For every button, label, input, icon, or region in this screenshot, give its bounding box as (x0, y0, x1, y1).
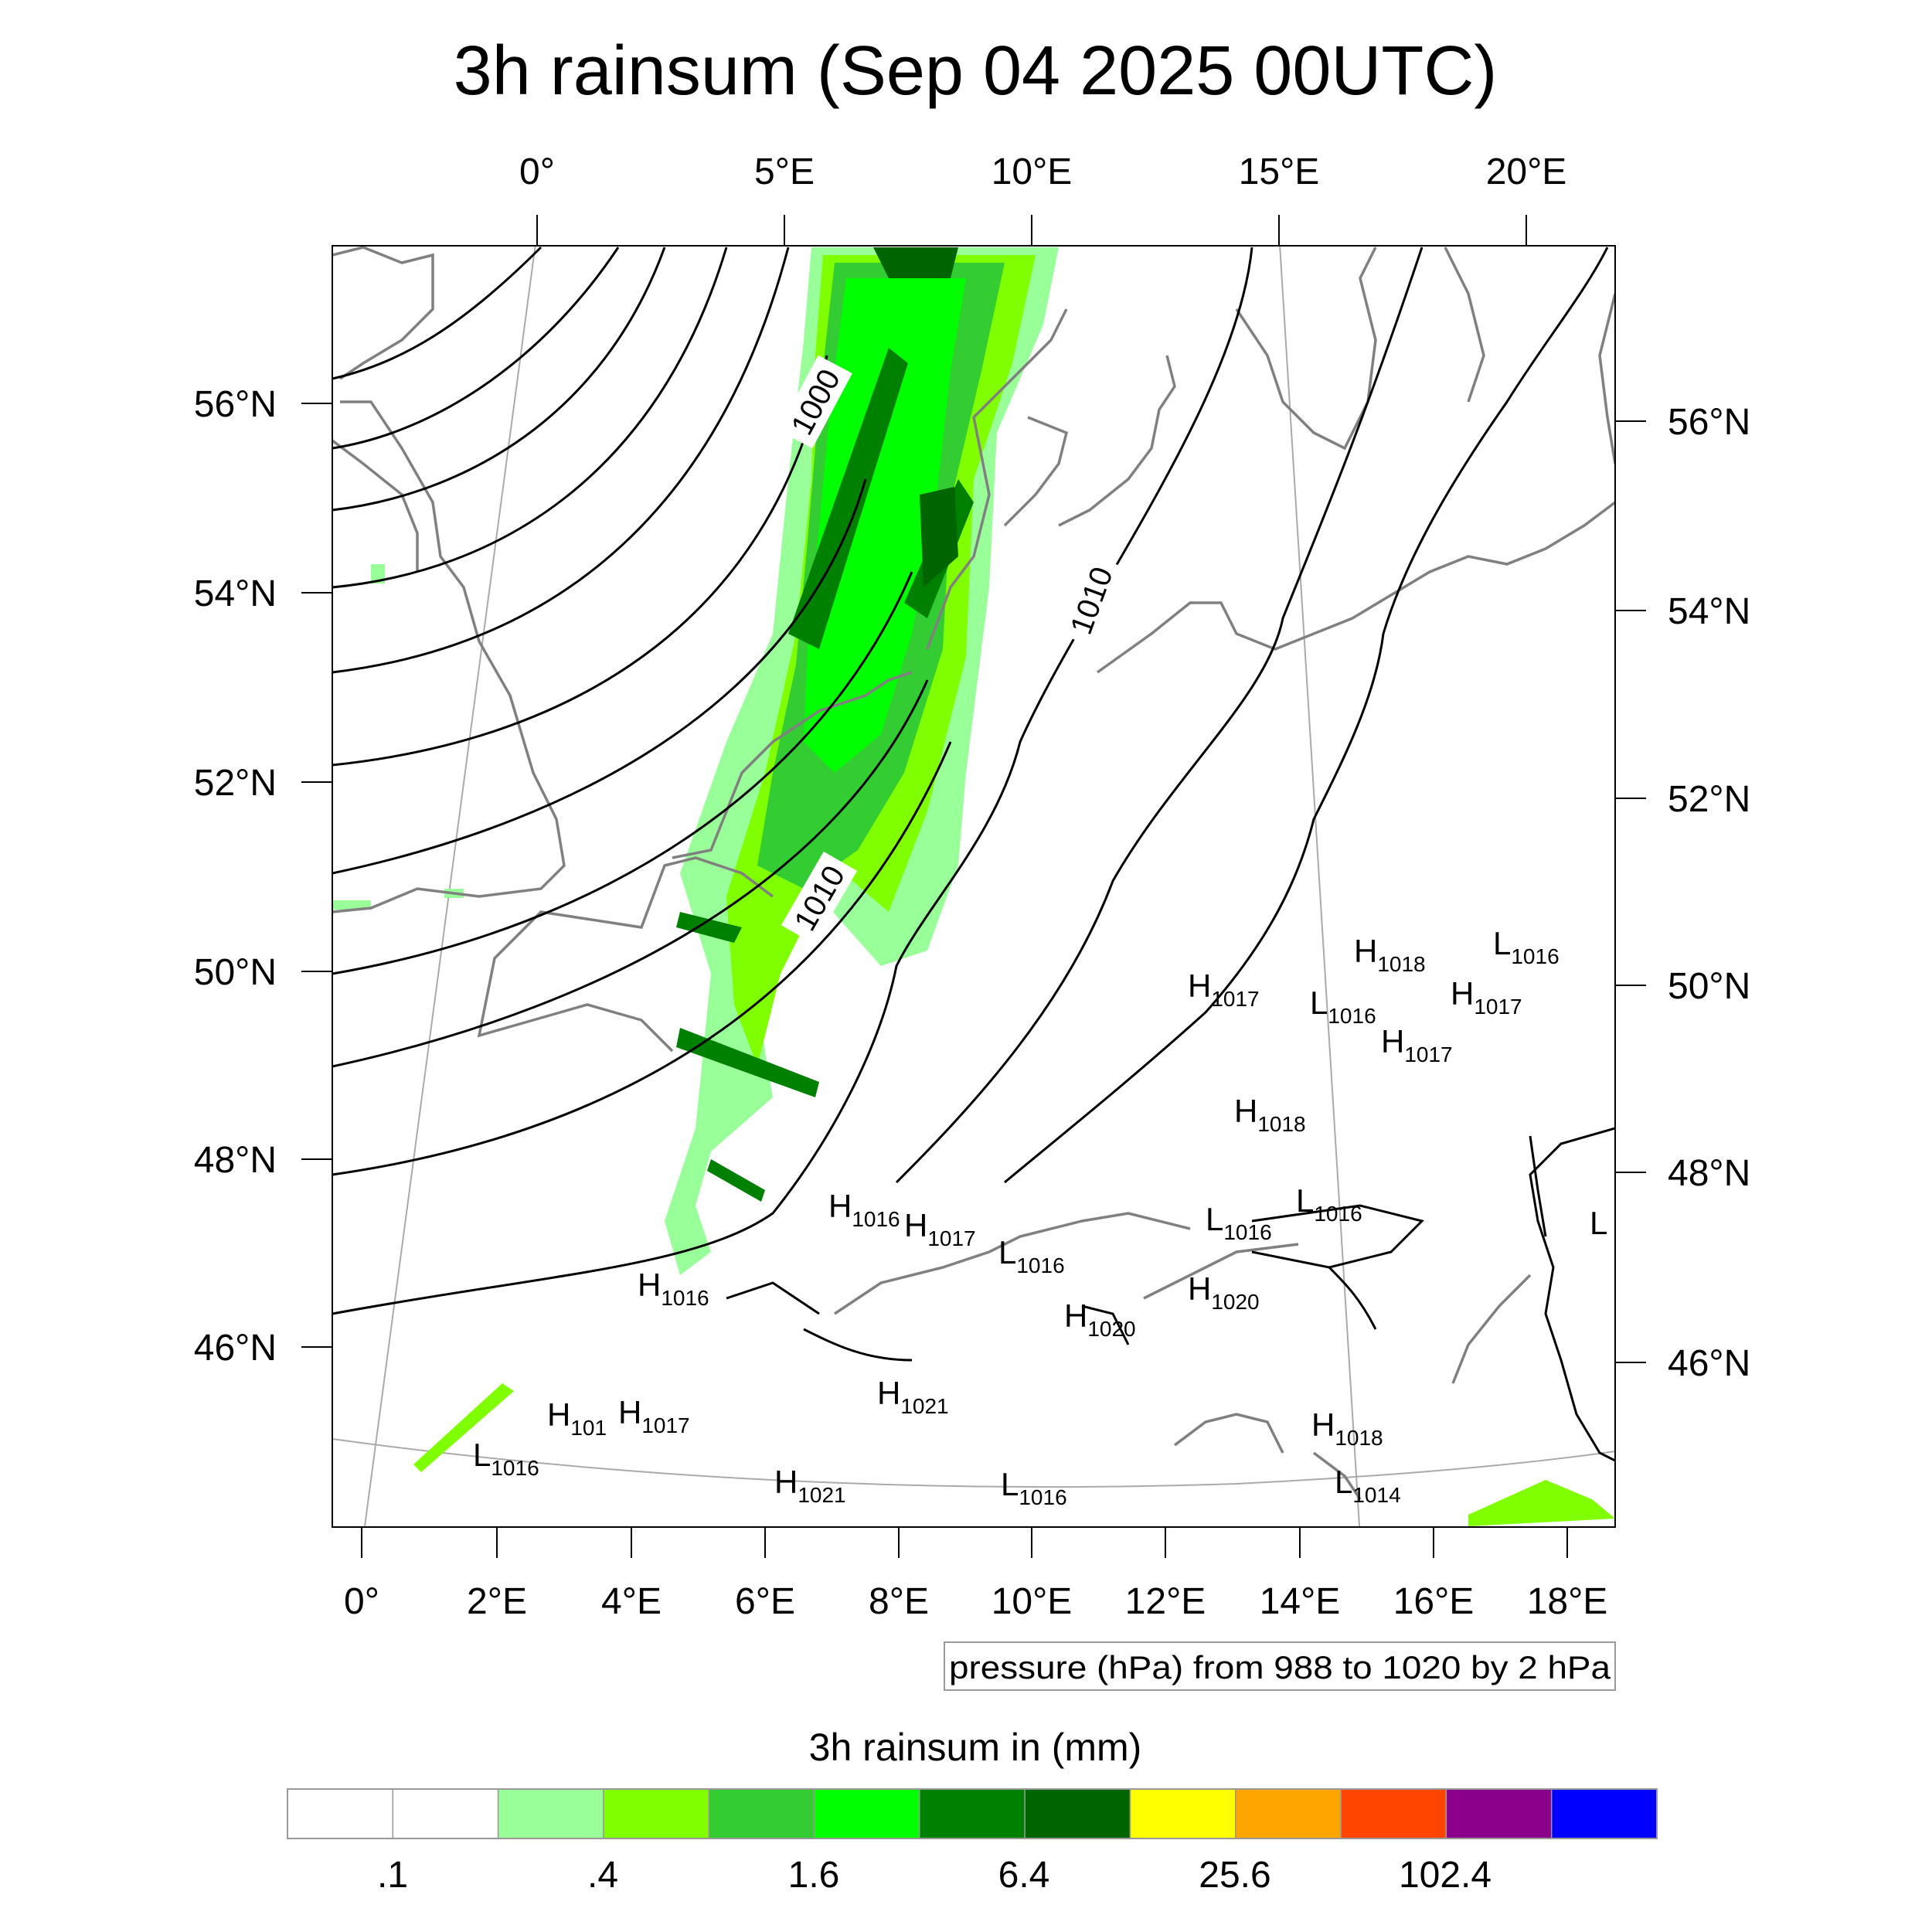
colorbar-label: .4 (587, 1855, 618, 1896)
pressure-center: H1018 (1311, 1406, 1383, 1450)
map-area: 1000 1010 1010 H1018 L1016 H1017 L1016 H… (332, 246, 1615, 1527)
pressure-center: H1017 (1451, 975, 1522, 1019)
colorbar-label: 6.4 (998, 1855, 1050, 1896)
top-lon-axis (536, 215, 1527, 246)
colorbar-label: .1 (377, 1855, 408, 1896)
colorbar-swatch (1235, 1788, 1342, 1839)
top-lon-label: 15°E (1239, 151, 1320, 192)
colorbar-label: 102.4 (1399, 1855, 1492, 1896)
colorbar-swatch (497, 1788, 604, 1839)
bottom-lon-label: 8°E (869, 1581, 929, 1622)
pressure-center: L1016 (1206, 1201, 1272, 1244)
left-lat-label: 48°N (194, 1140, 277, 1181)
top-lon-label: 10°E (992, 151, 1073, 192)
right-lat-label: 52°N (1668, 779, 1750, 820)
pressure-center: H1018 (1354, 933, 1426, 976)
bottom-lon-label: 10°E (992, 1581, 1073, 1622)
left-lat-label: 46°N (194, 1328, 277, 1369)
colorbar (287, 1788, 1658, 1839)
coastlines (332, 246, 1615, 1500)
colorbar-swatch (603, 1788, 709, 1839)
bottom-lon-label: 14°E (1260, 1581, 1341, 1622)
left-lat-label: 52°N (194, 763, 277, 804)
pressure-center: H101 (547, 1396, 607, 1440)
pressure-center: L1016 (1296, 1182, 1362, 1226)
colorbar-label: 25.6 (1199, 1855, 1270, 1896)
colorbar-label: 1.6 (788, 1855, 840, 1896)
colorbar-swatch (392, 1788, 499, 1839)
bottom-lon-label: 6°E (735, 1581, 795, 1622)
pressure-center: H1017 (618, 1394, 690, 1437)
bottom-lon-axis (361, 1527, 1568, 1558)
right-lat-label: 50°N (1668, 966, 1750, 1007)
left-lat-label: 56°N (194, 384, 277, 425)
bottom-lon-label: 12°E (1125, 1581, 1206, 1622)
colorbar-swatch (1129, 1788, 1236, 1839)
colorbar-title: 3h rainsum in (mm) (809, 1726, 1142, 1769)
colorbar-swatch (1445, 1788, 1553, 1839)
map-title: 3h rainsum (Sep 04 2025 00UTC) (454, 32, 1498, 110)
rain-field (332, 247, 1615, 1526)
right-lat-label: 56°N (1668, 402, 1750, 443)
colorbar-swatch (287, 1788, 394, 1839)
top-lon-label: 5°E (754, 151, 815, 192)
pressure-center: H1021 (774, 1464, 846, 1507)
contour-info-box (944, 1641, 1616, 1691)
top-lon-label: 0° (519, 151, 555, 192)
top-lon-label: 20°E (1486, 151, 1567, 192)
colorbar-frame (287, 1788, 1658, 1839)
pressure-center: H1017 (1188, 968, 1260, 1011)
bottom-lon-label: 18°E (1527, 1581, 1608, 1622)
pressure-centers: H1018 L1016 H1017 L1016 H1017 H1017 H101… (473, 925, 1607, 1509)
pressure-center: H1018 (1234, 1093, 1306, 1136)
right-lat-label: 54°N (1668, 591, 1750, 632)
pressure-center: H1016 (828, 1188, 900, 1231)
colorbar-swatch (1550, 1788, 1658, 1839)
pressure-center: H1017 (904, 1207, 976, 1250)
isobars (332, 246, 1615, 1462)
isobar-labels: 1000 1010 1010 (778, 355, 1124, 945)
pressure-center: H1016 (638, 1267, 709, 1310)
right-lat-label: 46°N (1668, 1343, 1750, 1384)
bottom-lon-label: 2°E (467, 1581, 527, 1622)
pressure-center: L1016 (1001, 1466, 1067, 1509)
right-lat-axis (1615, 420, 1646, 1363)
left-lat-label: 50°N (194, 952, 277, 993)
bottom-lon-label: 0° (344, 1581, 379, 1622)
pressure-center: L1014 (1335, 1464, 1401, 1507)
pressure-center: H1020 (1064, 1298, 1136, 1341)
pressure-center: H1021 (877, 1375, 949, 1418)
contour-info: pressure (hPa) from 988 to 1020 by 2 hPa (949, 1649, 1611, 1685)
pressure-center: L1016 (473, 1437, 539, 1480)
colorbar-swatch (708, 1788, 815, 1839)
graticule (332, 246, 1615, 1527)
left-lat-axis (301, 403, 332, 1348)
colorbar-swatch (1340, 1788, 1447, 1839)
bottom-lon-label: 4°E (601, 1581, 662, 1622)
map-frame (332, 245, 1616, 1528)
pressure-center: H1017 (1381, 1023, 1453, 1066)
pressure-center: L (1590, 1205, 1607, 1241)
colorbar-swatch (919, 1788, 1026, 1839)
left-lat-label: 54°N (194, 573, 277, 614)
colorbar-swatch (813, 1788, 920, 1839)
pressure-center: H1020 (1188, 1270, 1260, 1314)
pressure-center: L1016 (1493, 925, 1560, 968)
bottom-lon-label: 16°E (1393, 1581, 1475, 1622)
pressure-center: L1016 (1310, 985, 1376, 1028)
right-lat-label: 48°N (1668, 1153, 1750, 1194)
pressure-center: L1016 (998, 1234, 1065, 1277)
colorbar-swatch (1024, 1788, 1131, 1839)
